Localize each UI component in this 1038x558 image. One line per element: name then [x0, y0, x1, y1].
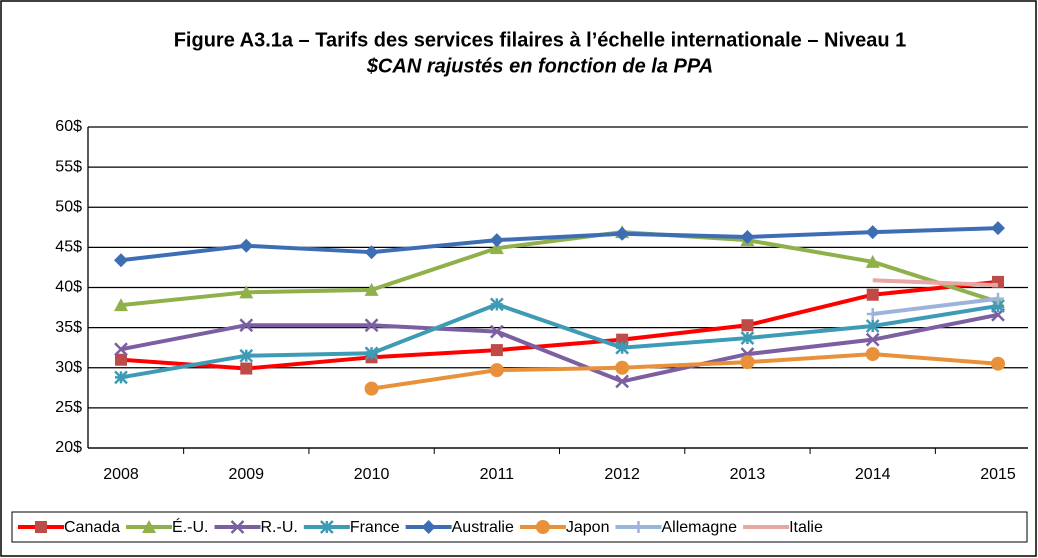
marker [364, 318, 379, 333]
y-tick-label: 60$ [55, 118, 82, 135]
series-line [120, 226, 999, 263]
marker [740, 355, 755, 370]
marker [114, 253, 128, 268]
legend-label: Canada [64, 519, 120, 536]
marker [865, 319, 880, 333]
series-line [120, 279, 999, 371]
x-tick-label: 2015 [980, 466, 1016, 483]
legend-label: É.-U. [172, 517, 208, 536]
y-tick-label: 40$ [55, 279, 82, 296]
marker [740, 229, 755, 244]
marker [489, 241, 504, 255]
series-line [120, 312, 999, 384]
marker [239, 238, 254, 253]
legend-item: Australie [405, 519, 514, 536]
chart-title: Figure A3.1a – Tarifs des services filai… [174, 29, 907, 51]
marker [239, 318, 254, 333]
marker [616, 333, 629, 346]
marker [115, 353, 127, 366]
marker [364, 245, 379, 260]
marker [239, 348, 254, 363]
series-line [120, 302, 999, 380]
y-tick-label: 50$ [55, 198, 82, 215]
marker [615, 360, 630, 375]
marker [240, 362, 253, 375]
x-tick-label: 2011 [480, 466, 515, 483]
y-tick-label: 35$ [55, 319, 82, 336]
marker [615, 340, 630, 355]
y-tick-label: 30$ [55, 359, 82, 376]
marker [741, 319, 754, 332]
y-tick-label: 55$ [55, 158, 82, 175]
legend-label: France [350, 519, 400, 536]
marker [865, 347, 880, 362]
legend-item: R.-U. [214, 519, 298, 536]
marker [114, 370, 128, 385]
legend-label: Japon [566, 519, 610, 536]
legend-item: É.-U. [126, 517, 209, 536]
marker [364, 346, 379, 361]
series-line [120, 230, 999, 308]
marker [489, 363, 504, 378]
y-tick-label: 25$ [55, 399, 82, 416]
legend-label: Italie [789, 519, 823, 536]
marker [239, 285, 254, 299]
marker [489, 233, 504, 248]
marker [866, 307, 879, 320]
marker [114, 342, 128, 357]
marker [632, 521, 645, 533]
marker [421, 520, 436, 534]
x-tick-label: 2013 [730, 466, 766, 483]
marker [615, 374, 630, 389]
marker [535, 520, 550, 534]
marker [114, 298, 128, 312]
marker [490, 344, 503, 357]
series-line [872, 296, 999, 316]
marker [35, 521, 47, 533]
chart-subtitle: $CAN rajustés en fonction de la PPA [366, 55, 713, 77]
marker [865, 225, 880, 240]
y-tick-label: 45$ [55, 239, 82, 256]
marker [865, 332, 880, 347]
legend-label: R.-U. [261, 519, 298, 536]
legend-item: Allemagne [615, 519, 737, 536]
marker [991, 299, 1005, 313]
x-tick-label: 2009 [228, 466, 264, 483]
x-tick-label: 2010 [354, 466, 390, 483]
x-tick-label: 2012 [604, 466, 640, 483]
marker [992, 292, 1004, 305]
x-tick-label: 2014 [855, 466, 891, 483]
marker [142, 520, 157, 533]
marker [489, 297, 504, 312]
marker [991, 221, 1005, 236]
marker [991, 356, 1005, 371]
legend-item: Canada [18, 519, 120, 536]
legend-label: Australie [452, 519, 514, 536]
legend-label: Allemagne [661, 519, 737, 536]
marker [866, 288, 879, 301]
x-tick-label: 2008 [103, 466, 139, 483]
legend-item: Japon [519, 519, 610, 536]
series-line [872, 278, 999, 288]
legend-box [11, 511, 1028, 543]
marker [230, 520, 245, 534]
series-line [371, 352, 999, 391]
legend-item: France [303, 519, 400, 536]
marker [615, 226, 630, 241]
marker [319, 520, 334, 534]
marker [364, 282, 379, 296]
marker [489, 324, 504, 339]
marker [364, 381, 379, 396]
marker [740, 331, 755, 345]
legend-item: Italie [743, 519, 823, 536]
y-tick-label: 20$ [55, 439, 82, 456]
marker [865, 254, 880, 268]
